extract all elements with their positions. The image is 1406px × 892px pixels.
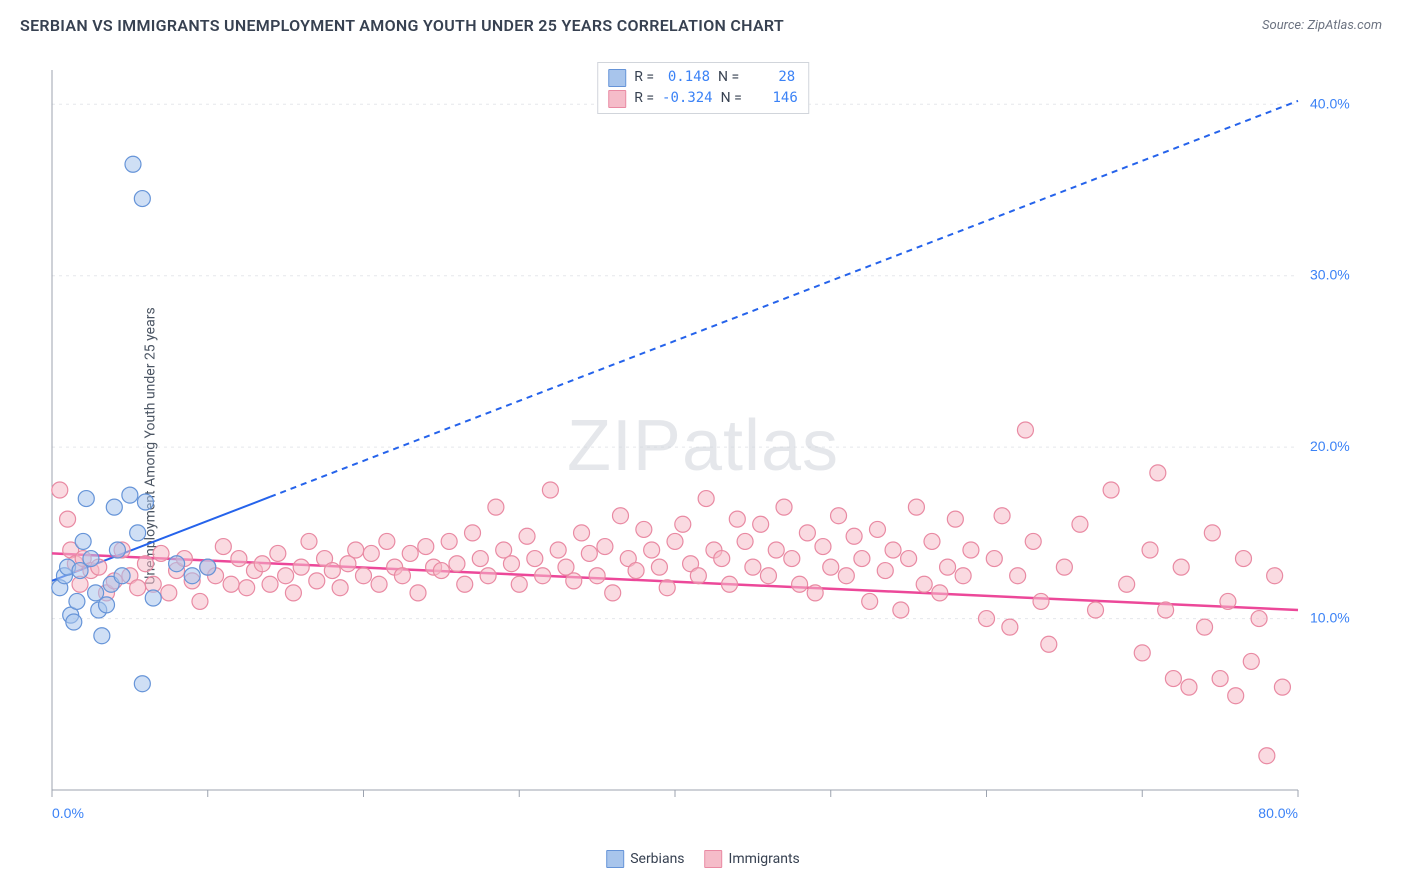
svg-text:10.0%: 10.0% bbox=[1310, 610, 1350, 626]
correlation-legend: R = 0.148 N = 28 R = -0.324 N = 146 bbox=[597, 62, 809, 114]
swatch-serbians bbox=[608, 69, 626, 87]
legend-item-serbians: Serbians bbox=[606, 850, 684, 868]
r-value-immigrants: -0.324 bbox=[662, 88, 713, 109]
n-value-immigrants: 146 bbox=[750, 88, 798, 109]
svg-text:40.0%: 40.0% bbox=[1310, 95, 1350, 111]
source-name: ZipAtlas.com bbox=[1307, 18, 1382, 33]
r-label: R = bbox=[634, 88, 654, 109]
chart-title: SERBIAN VS IMMIGRANTS UNEMPLOYMENT AMONG… bbox=[20, 16, 784, 35]
swatch-serbians-bottom bbox=[606, 850, 624, 868]
swatch-immigrants-bottom bbox=[705, 850, 723, 868]
legend-row-immigrants: R = -0.324 N = 146 bbox=[608, 88, 798, 109]
chart-container: SERBIAN VS IMMIGRANTS UNEMPLOYMENT AMONG… bbox=[0, 0, 1406, 892]
n-label: N = bbox=[718, 67, 739, 88]
legend-label-serbians: Serbians bbox=[630, 851, 684, 867]
source-attribution: Source: ZipAtlas.com bbox=[1262, 18, 1382, 33]
svg-text:0.0%: 0.0% bbox=[52, 805, 84, 821]
svg-text:80.0%: 80.0% bbox=[1258, 805, 1298, 821]
scatter-plot: 10.0% 20.0% 30.0% 40.0% 0.0% 80.0% bbox=[48, 60, 1368, 840]
legend-row-serbians: R = 0.148 N = 28 bbox=[608, 67, 798, 88]
svg-text:20.0%: 20.0% bbox=[1310, 438, 1350, 454]
series-legend: Serbians Immigrants bbox=[606, 850, 800, 868]
r-label: R = bbox=[634, 67, 654, 88]
svg-text:30.0%: 30.0% bbox=[1310, 267, 1350, 283]
legend-item-immigrants: Immigrants bbox=[705, 850, 800, 868]
source-prefix: Source: bbox=[1262, 18, 1307, 33]
legend-label-immigrants: Immigrants bbox=[729, 851, 800, 867]
n-value-serbians: 28 bbox=[747, 67, 795, 88]
swatch-immigrants bbox=[608, 90, 626, 108]
n-label: N = bbox=[721, 88, 742, 109]
r-value-serbians: 0.148 bbox=[662, 67, 710, 88]
